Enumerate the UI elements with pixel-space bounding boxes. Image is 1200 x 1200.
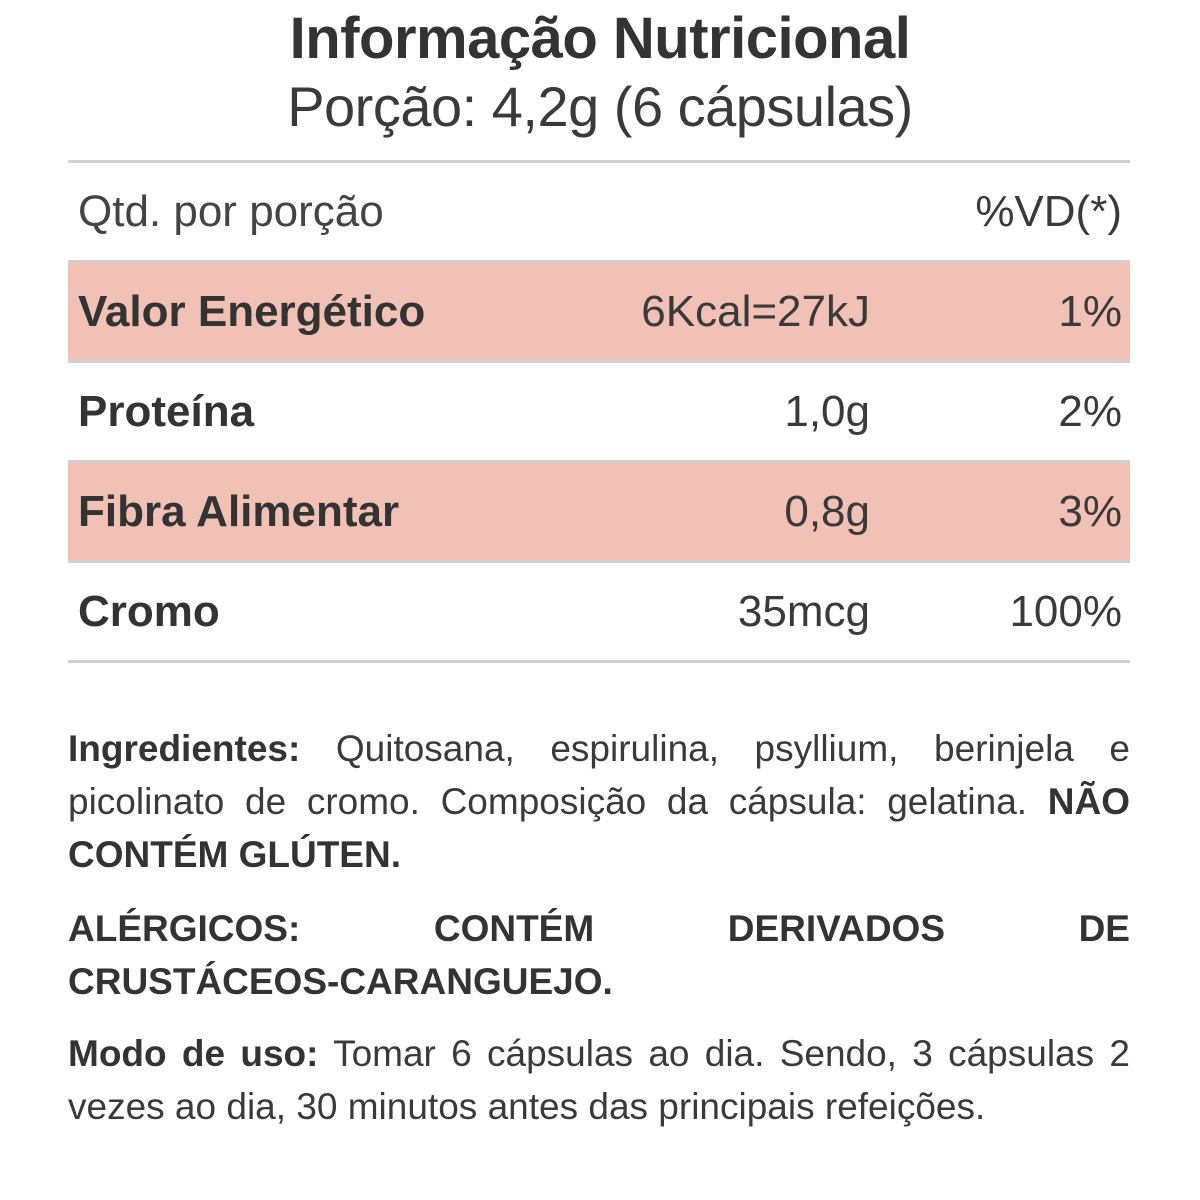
nutrient-daily-value: 3% [1058,487,1122,536]
nutrient-quantity: 35mcg [737,587,870,636]
allergens-word: CONTÉM [433,908,595,949]
nutrient-daily-value: 1% [1058,287,1122,336]
nutrient-quantity: 0,8g [784,487,870,536]
nutrient-quantity: 1,0g [784,387,870,436]
allergens-paragraph: ALÉRGICOS: CONTÉM DERIVADOS DE CRUSTÁCEO… [68,902,1130,1008]
allergens-line: ALÉRGICOS: CONTÉM DERIVADOS DE [68,902,1130,955]
nutrient-name: Cromo [78,587,220,636]
table-row: Proteína 1,0g 2% [68,360,1130,460]
table-row: Valor Energético 6Kcal=27kJ 1% [68,260,1130,360]
nutrient-daily-value: 100% [1009,587,1122,636]
usage-text: Tomar 6 cápsulas ao dia. Sendo, 3 cápsul… [68,1033,1130,1127]
table-row: Fibra Alimentar 0,8g 3% [68,460,1130,560]
table-row: Cromo 35mcg 100% [68,560,1130,663]
column-header-quantity: Qtd. por porção [78,187,384,236]
gluten-warning: NÃO CONTÉM GLÚTEN. [68,781,1130,875]
nutrient-name: Proteína [78,387,255,436]
usage-label: Modo de uso: [68,1033,319,1074]
nutrition-table: Qtd. por porção %VD(*) Valor Energético … [68,160,1130,663]
serving-size: Porção: 4,2g (6 cápsulas) [287,75,913,138]
allergens-word: DERIVADOS [727,908,945,949]
page-title: Informação Nutricional [289,6,911,71]
ingredients-paragraph: Ingredientes: Quitosana, espirulina, psy… [68,722,1130,881]
ingredients-text: Quitosana, espirulina, psyllium, berinje… [68,728,1130,822]
ingredients-label: Ingredientes: [68,728,301,769]
nutrient-name: Valor Energético [78,287,426,336]
allergens-word: ALÉRGICOS: [68,908,301,949]
allergens-word: DE [1078,908,1130,949]
allergens-line: CRUSTÁCEOS-CARANGUEJO. [68,961,613,1002]
table-header-row: Qtd. por porção %VD(*) [68,160,1130,260]
nutrient-name: Fibra Alimentar [78,487,400,536]
nutrient-daily-value: 2% [1058,387,1122,436]
nutrient-quantity: 6Kcal=27kJ [641,287,870,336]
usage-paragraph: Modo de uso: Tomar 6 cápsulas ao dia. Se… [68,1027,1130,1133]
column-header-daily-value: %VD(*) [975,187,1122,236]
